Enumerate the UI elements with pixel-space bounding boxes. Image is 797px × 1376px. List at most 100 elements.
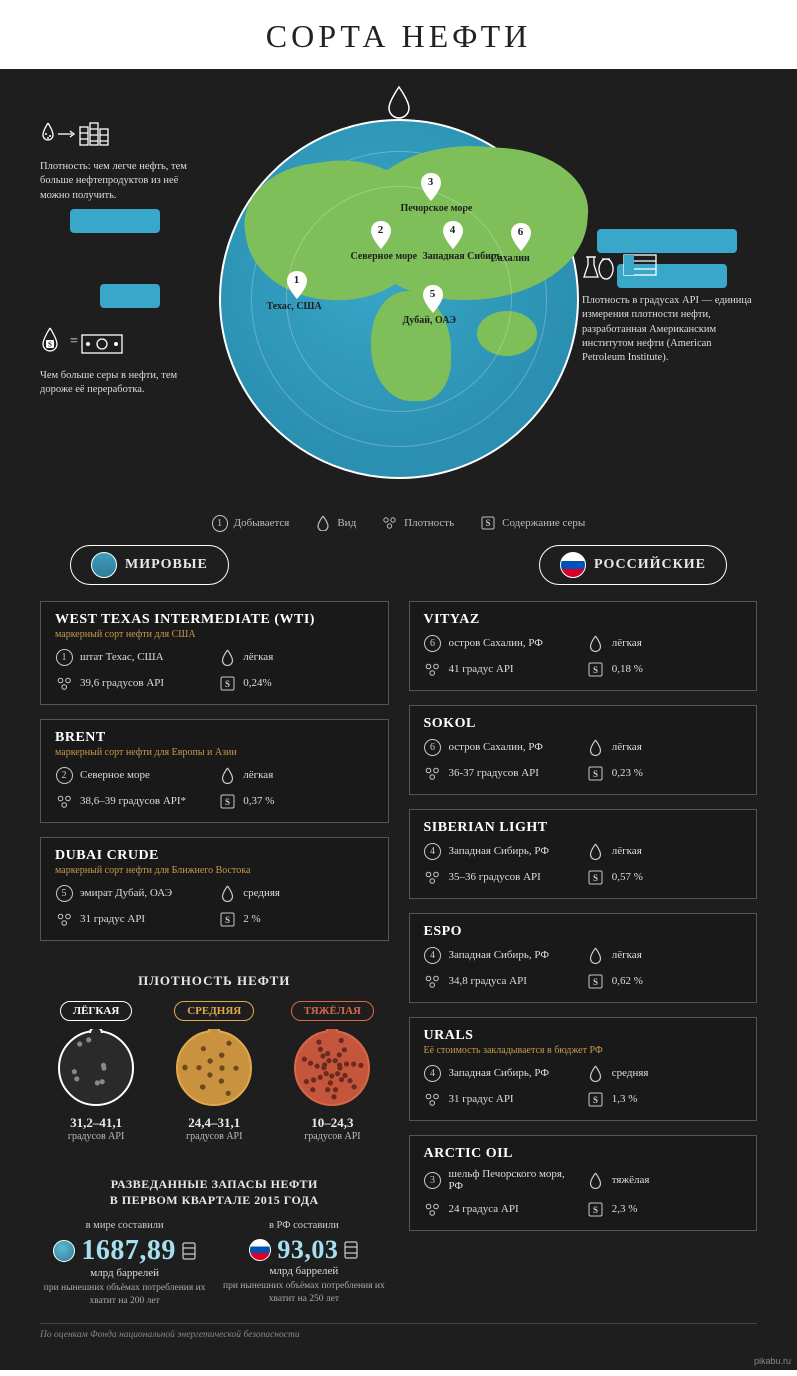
card-title: URALS xyxy=(424,1028,743,1044)
map-pin-label: Сахалин xyxy=(491,253,530,264)
svg-text:S: S xyxy=(225,915,230,925)
density-circle xyxy=(175,1029,253,1107)
api-lab-icon xyxy=(582,249,757,288)
density-label: ЛЁГКАЯ xyxy=(60,1001,132,1021)
card-location: остров Сахалин, РФ xyxy=(449,741,543,753)
card-api: 36-37 градусов API xyxy=(449,767,539,779)
card-kind: лёгкая xyxy=(612,637,642,649)
card-sulfur: 0,37 % xyxy=(243,795,274,807)
map-pin: 4 xyxy=(442,221,464,249)
card-sulfur: 0,62 % xyxy=(612,975,643,987)
card-api: 24 градуса API xyxy=(449,1203,519,1215)
card-subtitle: Её стоимость закладывается в бюджет РФ xyxy=(424,1045,743,1056)
svg-text:S: S xyxy=(225,679,230,689)
page-title: СОРТА НЕФТИ xyxy=(0,0,797,69)
card-location: Западная Сибирь, РФ xyxy=(449,1067,550,1079)
legend-sulfur-icon: S xyxy=(480,515,496,531)
sulfur-icon: S xyxy=(587,1200,605,1218)
density-refinery-icon xyxy=(40,119,210,154)
card-subtitle: маркерный сорт нефти для США xyxy=(55,629,374,640)
map-pin-label: Дубай, ОАЭ xyxy=(403,315,457,326)
map-pin: 5 xyxy=(422,285,444,313)
sulfur-icon: S xyxy=(587,868,605,886)
drop-icon xyxy=(587,1171,605,1189)
density-item: ТЯЖЁЛАЯ10–24,3градусов API xyxy=(282,1001,382,1142)
map-pin-label: Западная Сибирь xyxy=(423,251,502,262)
density-title: ПЛОТНОСТЬ НЕФТИ xyxy=(40,973,389,989)
pin-num-icon: 4 xyxy=(424,1064,442,1082)
card-location: Северное море xyxy=(80,769,150,781)
drop-icon xyxy=(587,1064,605,1082)
density-icon xyxy=(424,660,442,678)
oil-card: ARCTIC OIL3шельф Печорского моря, РФтяжё… xyxy=(409,1135,758,1231)
reserves-title: РАЗВЕДАННЫЕ ЗАПАСЫ НЕФТИВ ПЕРВОМ КВАРТАЛ… xyxy=(40,1176,389,1208)
pin-num-icon: 3 xyxy=(424,1171,442,1189)
card-location: остров Сахалин, РФ xyxy=(449,637,543,649)
sulfur-icon: S xyxy=(587,660,605,678)
drop-icon xyxy=(218,766,236,784)
card-subtitle: маркерный сорт нефти для Европы и Азии xyxy=(55,747,374,758)
drop-icon xyxy=(218,648,236,666)
russia-column: VITYAZ 6 остров Сахалин, РФ лёгкая 41 градус… xyxy=(409,601,758,1307)
card-sulfur: 0,23 % xyxy=(612,767,643,779)
density-unit: градусов API xyxy=(164,1131,264,1142)
map-pin-label: Печорское море xyxy=(401,203,473,214)
svg-text:S: S xyxy=(593,1205,598,1215)
map-pin: 1 xyxy=(286,271,308,299)
drop-icon xyxy=(587,946,605,964)
svg-text:S: S xyxy=(48,341,52,349)
density-circle xyxy=(293,1029,371,1107)
card-location: эмират Дубай, ОАЭ xyxy=(80,887,172,899)
card-location: шельф Печорского моря, РФ xyxy=(449,1168,579,1192)
card-title: VITYAZ xyxy=(424,612,743,628)
world-column: WEST TEXAS INTERMEDIATE (WTI)маркерный с… xyxy=(40,601,389,1307)
density-unit: градусов API xyxy=(46,1131,146,1142)
svg-text:S: S xyxy=(225,797,230,807)
density-icon xyxy=(55,910,73,928)
card-title: BRENT xyxy=(55,730,374,746)
pin-num-icon: 6 xyxy=(424,738,442,756)
oil-card: WEST TEXAS INTERMEDIATE (WTI)маркерный с… xyxy=(40,601,389,705)
map-pin: 6 xyxy=(510,223,532,251)
watermark: pikabu.ru xyxy=(754,1356,791,1366)
card-sulfur: 0,57 % xyxy=(612,871,643,883)
density-range: 10–24,3 xyxy=(282,1115,382,1131)
density-icon xyxy=(424,1200,442,1218)
sulfur-icon: S xyxy=(218,674,236,692)
oil-card: BRENTмаркерный сорт нефти для Европы и А… xyxy=(40,719,389,823)
card-api: 35–36 градусов API xyxy=(449,871,541,883)
legend-density-icon xyxy=(382,515,398,531)
drop-icon xyxy=(587,634,605,652)
card-title: SOKOL xyxy=(424,716,743,732)
pill-world: МИРОВЫЕ xyxy=(70,545,229,585)
category-pills: МИРОВЫЕ РОССИЙСКИЕ xyxy=(70,545,727,585)
card-title: DUBAI CRUDE xyxy=(55,848,374,864)
card-title: WEST TEXAS INTERMEDIATE (WTI) xyxy=(55,612,374,628)
pin-num-icon: 1 xyxy=(55,648,73,666)
card-kind: лёгкая xyxy=(243,651,273,663)
caption-api: Плотность в градусах API — единица измер… xyxy=(582,249,757,365)
sulfur-icon: S xyxy=(587,972,605,990)
density-icon xyxy=(55,792,73,810)
sulfur-icon: S xyxy=(218,910,236,928)
pill-russia: РОССИЙСКИЕ xyxy=(539,545,727,585)
globe-icon xyxy=(53,1240,75,1262)
svg-text:S: S xyxy=(593,977,598,987)
sulfur-cost-icon: S = xyxy=(40,324,210,363)
map-pin: 2 xyxy=(370,221,392,249)
card-api: 38,6–39 градусов API* xyxy=(80,795,186,807)
card-kind: тяжёлая xyxy=(612,1174,650,1186)
card-sulfur: 0,18 % xyxy=(612,663,643,675)
card-sulfur: 2,3 % xyxy=(612,1203,638,1215)
legend-pin-icon: 1 xyxy=(212,515,228,531)
density-label: СРЕДНЯЯ xyxy=(174,1001,254,1021)
card-title: ESPO xyxy=(424,924,743,940)
card-api: 41 градус API xyxy=(449,663,514,675)
caption-sulfur: S = Чем больше серы в нефти, тем дороже … xyxy=(40,324,210,398)
card-api: 34,8 градуса API xyxy=(449,975,527,987)
drop-icon xyxy=(587,842,605,860)
card-kind: средняя xyxy=(612,1067,649,1079)
density-icon xyxy=(424,868,442,886)
card-kind: лёгкая xyxy=(612,845,642,857)
pin-num-icon: 6 xyxy=(424,634,442,652)
